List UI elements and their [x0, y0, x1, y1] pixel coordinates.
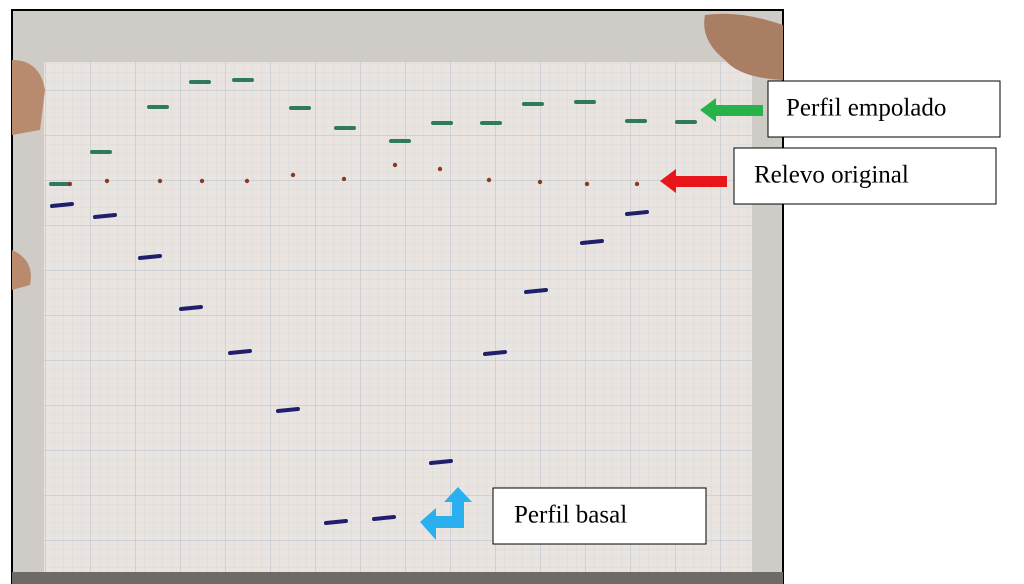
brown-dot — [635, 182, 639, 186]
navy-mark — [485, 352, 505, 354]
navy-mark — [278, 409, 298, 411]
brown-dot — [585, 182, 589, 186]
navy-mark — [431, 461, 451, 463]
brown-dot — [487, 178, 491, 182]
brown-dot — [68, 182, 72, 186]
navy-mark — [95, 215, 115, 217]
annotated-photo: Perfil empolado Relevo original Perfil b… — [0, 0, 1024, 584]
page: {"annotations": ["Perfil empolado", "Rel… — [0, 0, 1024, 584]
brown-dot — [291, 173, 295, 177]
navy-mark — [52, 204, 72, 206]
annotation-label: Perfil basal — [514, 502, 627, 529]
annotation-label: Perfil empolado — [786, 95, 946, 122]
navy-mark — [181, 307, 201, 309]
brown-dot — [158, 179, 162, 183]
brown-dot — [245, 179, 249, 183]
brown-dot — [105, 179, 109, 183]
brown-dot — [342, 177, 346, 181]
navy-mark — [140, 256, 160, 258]
navy-mark — [230, 351, 250, 353]
brown-dot — [438, 167, 442, 171]
brown-dot — [538, 180, 542, 184]
navy-mark — [326, 521, 346, 523]
navy-mark — [627, 212, 647, 214]
navy-mark — [526, 290, 546, 292]
navy-mark — [582, 241, 602, 243]
brown-dot — [393, 163, 397, 167]
navy-mark — [374, 517, 394, 519]
brown-dot — [200, 179, 204, 183]
annotation-label: Relevo original — [754, 162, 909, 189]
